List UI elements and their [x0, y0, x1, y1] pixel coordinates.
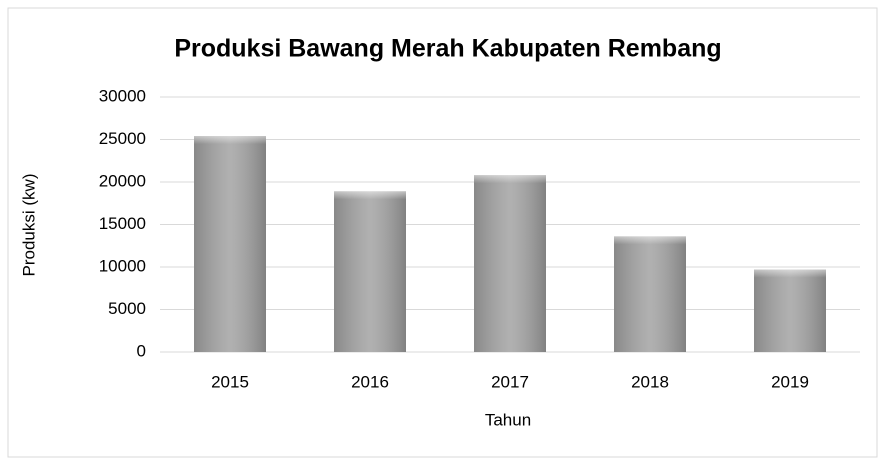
y-tick-label: 25000: [99, 129, 146, 148]
y-tick-label: 5000: [108, 299, 146, 318]
chart-frame: [7, 7, 878, 458]
x-axis-label: Tahun: [485, 410, 531, 429]
x-tick-label: 2017: [491, 372, 529, 391]
bar-top: [334, 191, 406, 200]
x-tick-label: 2019: [771, 372, 809, 391]
bar-top: [474, 175, 546, 184]
x-tick-label: 2015: [211, 372, 249, 391]
y-tick-label: 30000: [99, 86, 146, 105]
bar-shade: [334, 191, 406, 352]
bar-top: [614, 236, 686, 245]
bar-shade: [614, 236, 686, 352]
y-tick-label: 20000: [99, 171, 146, 190]
y-tick-label: 15000: [99, 214, 146, 233]
bar-top: [754, 269, 826, 278]
y-tick-label: 0: [137, 341, 146, 360]
x-tick-label: 2018: [631, 372, 669, 391]
bar-top: [194, 136, 266, 145]
chart-title: Produksi Bawang Merah Kabupaten Rembang: [174, 35, 721, 63]
bar-shade: [194, 136, 266, 352]
x-tick-label: 2016: [351, 372, 389, 391]
y-axis-label: Produksi (kw): [19, 174, 38, 277]
y-tick-label: 10000: [99, 256, 146, 275]
bar-shade: [754, 269, 826, 352]
bar-shade: [474, 175, 546, 352]
